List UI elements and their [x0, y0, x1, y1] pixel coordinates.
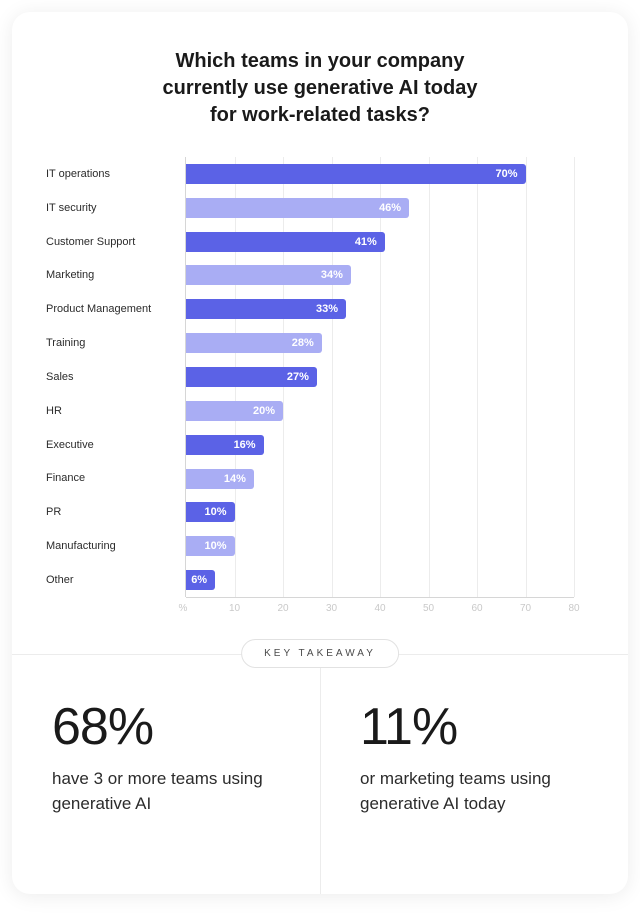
takeaway-left-text: have 3 or more teams using generative AI	[52, 767, 284, 816]
bar-track: 28%	[186, 326, 574, 360]
chart-row-label: PR	[46, 506, 186, 518]
chart-row-label: IT operations	[46, 168, 186, 180]
bar-value-label: 6%	[183, 574, 215, 586]
chart-row-label: Training	[46, 337, 186, 349]
chart-row-label: Product Management	[46, 303, 186, 315]
bar-track: 16%	[186, 428, 574, 462]
bar: 10%	[186, 502, 235, 522]
bar: 27%	[186, 367, 317, 387]
bar-track: 34%	[186, 259, 574, 293]
chart-row: Other6%	[46, 563, 574, 597]
key-takeaway-pill: KEY TAKEAWAY	[241, 639, 399, 668]
bar-value-label: 46%	[371, 202, 409, 214]
bar-track: 10%	[186, 495, 574, 529]
bar-track: 70%	[186, 157, 574, 191]
bar: 70%	[186, 164, 526, 184]
bar-value-label: 70%	[487, 168, 525, 180]
x-axis-ticks: % 1020304050607080	[186, 597, 574, 637]
bar-track: 33%	[186, 292, 574, 326]
bar-track: 6%	[186, 563, 574, 597]
chart-row-label: Other	[46, 574, 186, 586]
x-tick-label: 20	[277, 603, 288, 614]
chart-row-label: Manufacturing	[46, 540, 186, 552]
bar-value-label: 34%	[313, 269, 351, 281]
x-tick-label: 50	[423, 603, 434, 614]
chart-row-label: Executive	[46, 439, 186, 451]
x-tick-label: 10	[229, 603, 240, 614]
takeaway-left-stat: 68%	[52, 701, 284, 753]
grid-line	[574, 157, 575, 597]
x-axis-unit: %	[179, 603, 188, 614]
bar: 10%	[186, 536, 235, 556]
chart-row-label: Customer Support	[46, 236, 186, 248]
bar-track: 27%	[186, 360, 574, 394]
takeaway-left: 68% have 3 or more teams using generativ…	[12, 655, 320, 894]
chart-row: Finance 14%	[46, 462, 574, 496]
bar: 6%	[186, 570, 215, 590]
chart-row-label: Sales	[46, 371, 186, 383]
bar: 41%	[186, 232, 385, 252]
chart-row-label: Finance	[46, 472, 186, 484]
bar-value-label: 33%	[308, 303, 346, 315]
x-tick-label: 30	[326, 603, 337, 614]
bar-value-label: 20%	[245, 405, 283, 417]
x-tick-label: 40	[374, 603, 385, 614]
infographic-card: Which teams in your company currently us…	[12, 12, 628, 894]
chart-row-label: IT security	[46, 202, 186, 214]
key-takeaway-section: KEY TAKEAWAY 68% have 3 or more teams us…	[12, 654, 628, 894]
chart-row: IT operations 70%	[46, 157, 574, 191]
bar: 34%	[186, 265, 351, 285]
chart-row-label: Marketing	[46, 269, 186, 281]
chart-rows: IT operations 70% IT security 46% Customer S…	[46, 157, 574, 597]
bar-track: 20%	[186, 394, 574, 428]
takeaway-right: 11% or marketing teams using generative …	[320, 655, 628, 894]
x-tick-label: 80	[568, 603, 579, 614]
bar-chart: IT operations 70% IT security 46% Customer S…	[46, 157, 594, 637]
bar-value-label: 27%	[279, 371, 317, 383]
chart-row: IT security 46%	[46, 191, 574, 225]
bar-value-label: 10%	[196, 506, 234, 518]
bar-track: 46%	[186, 191, 574, 225]
bar-value-label: 14%	[216, 473, 254, 485]
chart-title: Which teams in your company currently us…	[12, 12, 628, 139]
chart-row: PR 10%	[46, 495, 574, 529]
chart-row: Manufacturing 10%	[46, 529, 574, 563]
bar-track: 41%	[186, 225, 574, 259]
bar-track: 14%	[186, 462, 574, 496]
chart-row: Product Management 33%	[46, 292, 574, 326]
x-tick-label: 70	[520, 603, 531, 614]
chart-row: HR 20%	[46, 394, 574, 428]
takeaway-right-stat: 11%	[360, 701, 592, 753]
bar-value-label: 10%	[196, 540, 234, 552]
bar-value-label: 16%	[226, 439, 264, 451]
chart-row: Sales 27%	[46, 360, 574, 394]
bar: 20%	[186, 401, 283, 421]
takeaway-right-text: or marketing teams using generative AI t…	[360, 767, 592, 816]
chart-row: Customer Support 41%	[46, 225, 574, 259]
bar: 16%	[186, 435, 264, 455]
bar-value-label: 28%	[284, 337, 322, 349]
chart-row: Marketing 34%	[46, 259, 574, 293]
bar: 28%	[186, 333, 322, 353]
bar-value-label: 41%	[347, 236, 385, 248]
chart-row: Training 28%	[46, 326, 574, 360]
chart-row: Executive 16%	[46, 428, 574, 462]
chart-row-label: HR	[46, 405, 186, 417]
takeaway-divider	[320, 655, 321, 894]
bar: 14%	[186, 469, 254, 489]
bar-track: 10%	[186, 529, 574, 563]
bar: 46%	[186, 198, 409, 218]
bar: 33%	[186, 299, 346, 319]
x-tick-label: 60	[471, 603, 482, 614]
